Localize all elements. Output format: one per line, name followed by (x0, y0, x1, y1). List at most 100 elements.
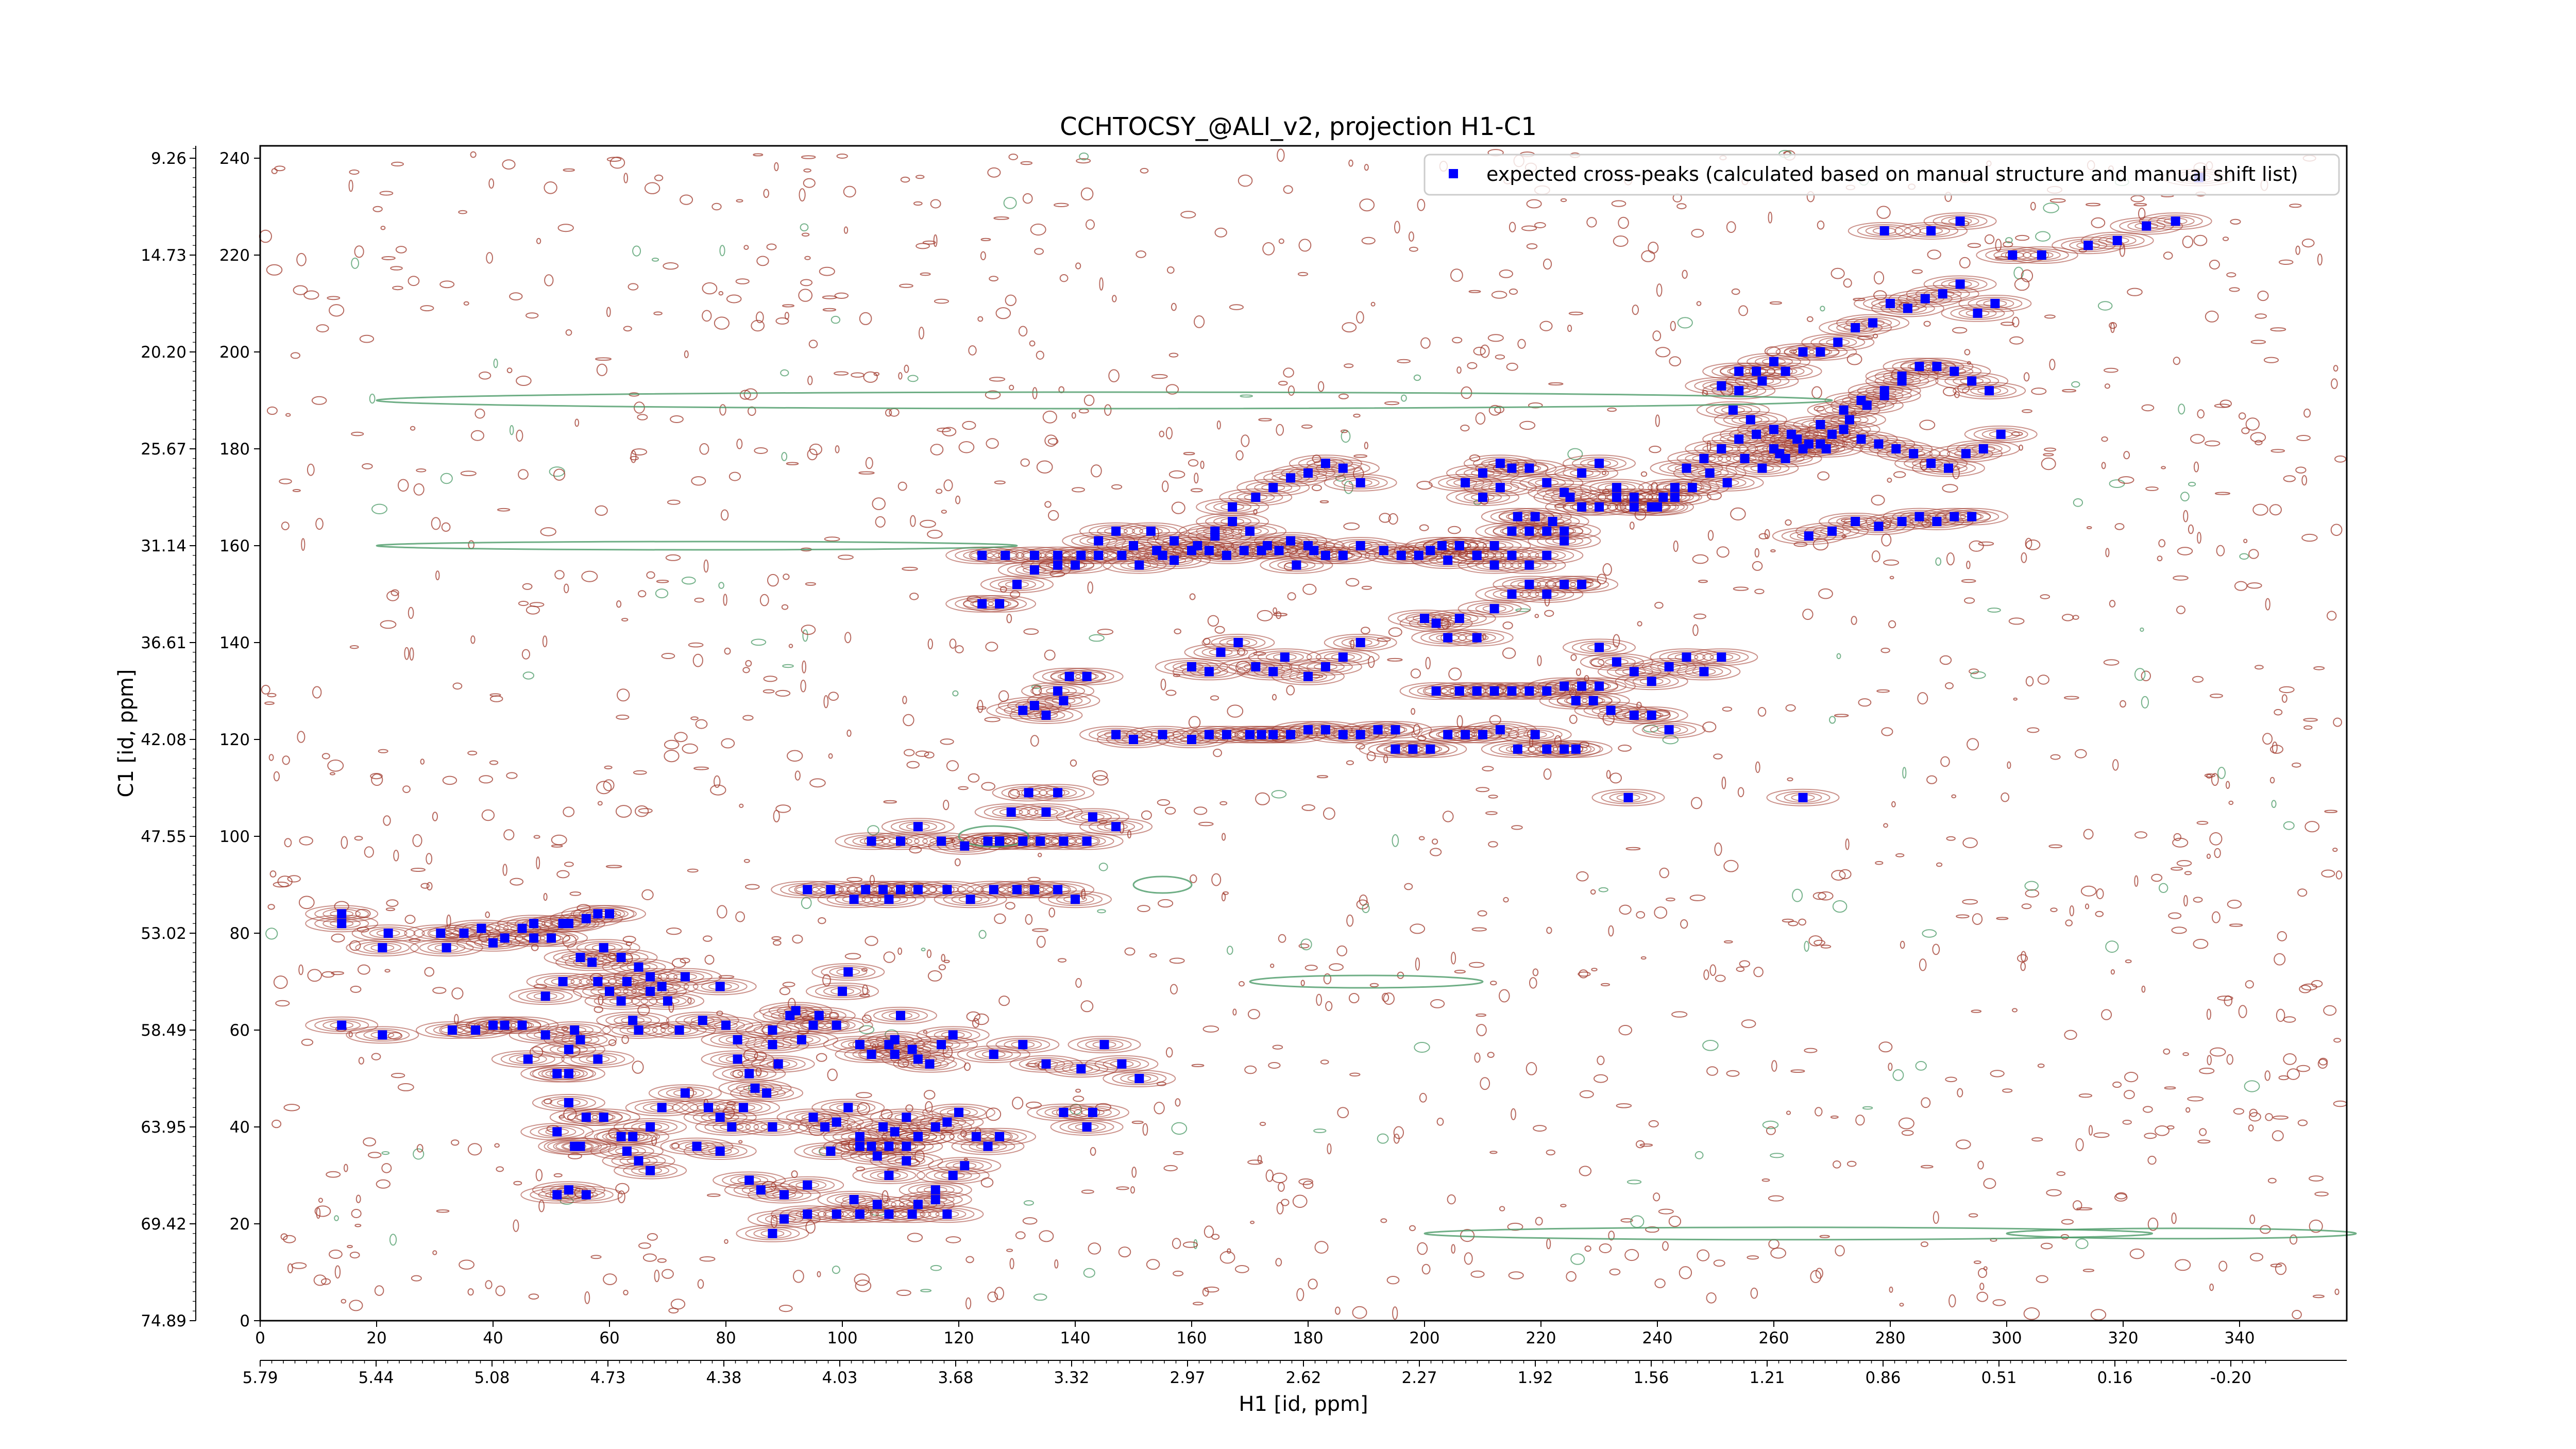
noise-contour (1149, 953, 1157, 958)
cross-peak-marker (1682, 652, 1691, 662)
noise-contour (2197, 1139, 2211, 1144)
x-index-tick-label: 120 (943, 1329, 974, 1347)
noise-contour (739, 803, 744, 808)
noise-contour (1025, 914, 1033, 925)
peak-contour (541, 1096, 596, 1109)
cross-peak-marker (1012, 580, 1022, 589)
noise-contour (1923, 321, 1931, 327)
noise-contour (2124, 1090, 2135, 1100)
noise-contour (1287, 385, 1295, 396)
noise-contour (384, 969, 391, 973)
peak-contour (1554, 466, 1609, 480)
peak-contour (2110, 217, 2183, 235)
noise-contour (927, 530, 943, 539)
x-index-tick-label: 180 (1293, 1329, 1323, 1347)
noise-contour (682, 743, 698, 754)
noise-contour (1214, 227, 1227, 238)
noise-contour (661, 653, 675, 659)
peak-contour (1682, 466, 1737, 480)
x-index-tick-label: 0 (255, 1329, 265, 1347)
peak-contour (594, 994, 649, 1008)
cross-peak-marker (1396, 550, 1406, 560)
noise-contour (411, 868, 426, 872)
noise-contour (946, 760, 959, 771)
peak-contour (573, 905, 646, 923)
noise-contour (349, 1252, 360, 1259)
peak-contour (584, 949, 658, 966)
noise-contour (2037, 675, 2049, 685)
noise-contour (993, 216, 1009, 220)
cross-peak-marker (1426, 744, 1435, 754)
noise-contour (1336, 945, 1347, 956)
cross-peak-marker (1886, 299, 1895, 308)
noise-contour (775, 317, 789, 325)
noise-contour (1112, 295, 1117, 302)
peak-contour (2090, 233, 2145, 247)
noise-contour (1275, 1258, 1282, 1267)
noise-contour (1450, 268, 1463, 282)
noise-contour (1006, 1249, 1013, 1252)
cross-peak-marker (1996, 429, 2006, 439)
noise-contour (1968, 1213, 1978, 1218)
noise-contour (756, 256, 769, 266)
noise-contour (408, 276, 420, 287)
noise-contour (1655, 347, 1671, 358)
noise-contour (359, 334, 375, 343)
cross-peak-marker (616, 953, 626, 962)
noise-contour (2171, 867, 2183, 871)
noise-contour (369, 393, 376, 404)
peak-contour (881, 1127, 955, 1145)
peak-contour (547, 1139, 602, 1153)
noise-contour (494, 1143, 500, 1148)
noise-contour (1316, 775, 1328, 779)
noise-contour (1168, 352, 1179, 358)
noise-contour (1948, 1294, 1956, 1308)
peak-contour (2005, 246, 2078, 264)
noise-contour (1104, 404, 1112, 416)
cross-peak-marker (861, 885, 871, 895)
noise-contour (509, 425, 514, 435)
cross-peak-marker (971, 1132, 981, 1141)
peak-contour (1467, 602, 1522, 616)
peak-contour (1089, 524, 1144, 538)
noise-contour (775, 804, 791, 813)
peak-contour (454, 921, 509, 935)
noise-contour (1689, 895, 1706, 901)
cross-peak-marker (1577, 502, 1587, 512)
noise-contour (1317, 381, 1325, 392)
noise-contour (926, 949, 932, 958)
negative-contour-band (2006, 1227, 2357, 1240)
noise-contour (1539, 321, 1553, 331)
noise-contour (292, 489, 301, 492)
noise-contour (533, 835, 540, 839)
peak-contour (532, 1065, 605, 1083)
noise-contour (2334, 1288, 2340, 1295)
noise-contour (938, 964, 946, 970)
noise-contour (1308, 1278, 1318, 1290)
noise-contour (1165, 384, 1179, 395)
noise-contour (1383, 992, 1395, 1005)
noise-contour (275, 1000, 290, 1007)
cross-peak-marker (692, 1141, 702, 1151)
noise-contour (2050, 754, 2061, 760)
cross-peak-marker (902, 1141, 911, 1151)
noise-contour (1137, 905, 1150, 913)
noise-contour (644, 182, 660, 194)
noise-contour (1323, 807, 1335, 820)
noise-contour (1436, 1118, 1444, 1126)
peak-contour (1615, 672, 1688, 690)
noise-contour (1812, 892, 1826, 900)
noise-contour (1258, 418, 1272, 422)
noise-contour (735, 278, 750, 284)
peak-contour (710, 1033, 765, 1047)
noise-contour (282, 755, 290, 765)
noise-contour (374, 1285, 384, 1296)
cross-peak-marker (1985, 386, 1994, 396)
y-ppm-tick-label: 53.02 (141, 924, 187, 943)
noise-contour (1656, 283, 1663, 297)
y-index-tick-label: 40 (230, 1118, 250, 1137)
noise-contour (1170, 984, 1178, 995)
peak-contour (1694, 650, 1749, 664)
peak-contour (1533, 488, 1607, 506)
cross-peak-marker (634, 1025, 643, 1035)
